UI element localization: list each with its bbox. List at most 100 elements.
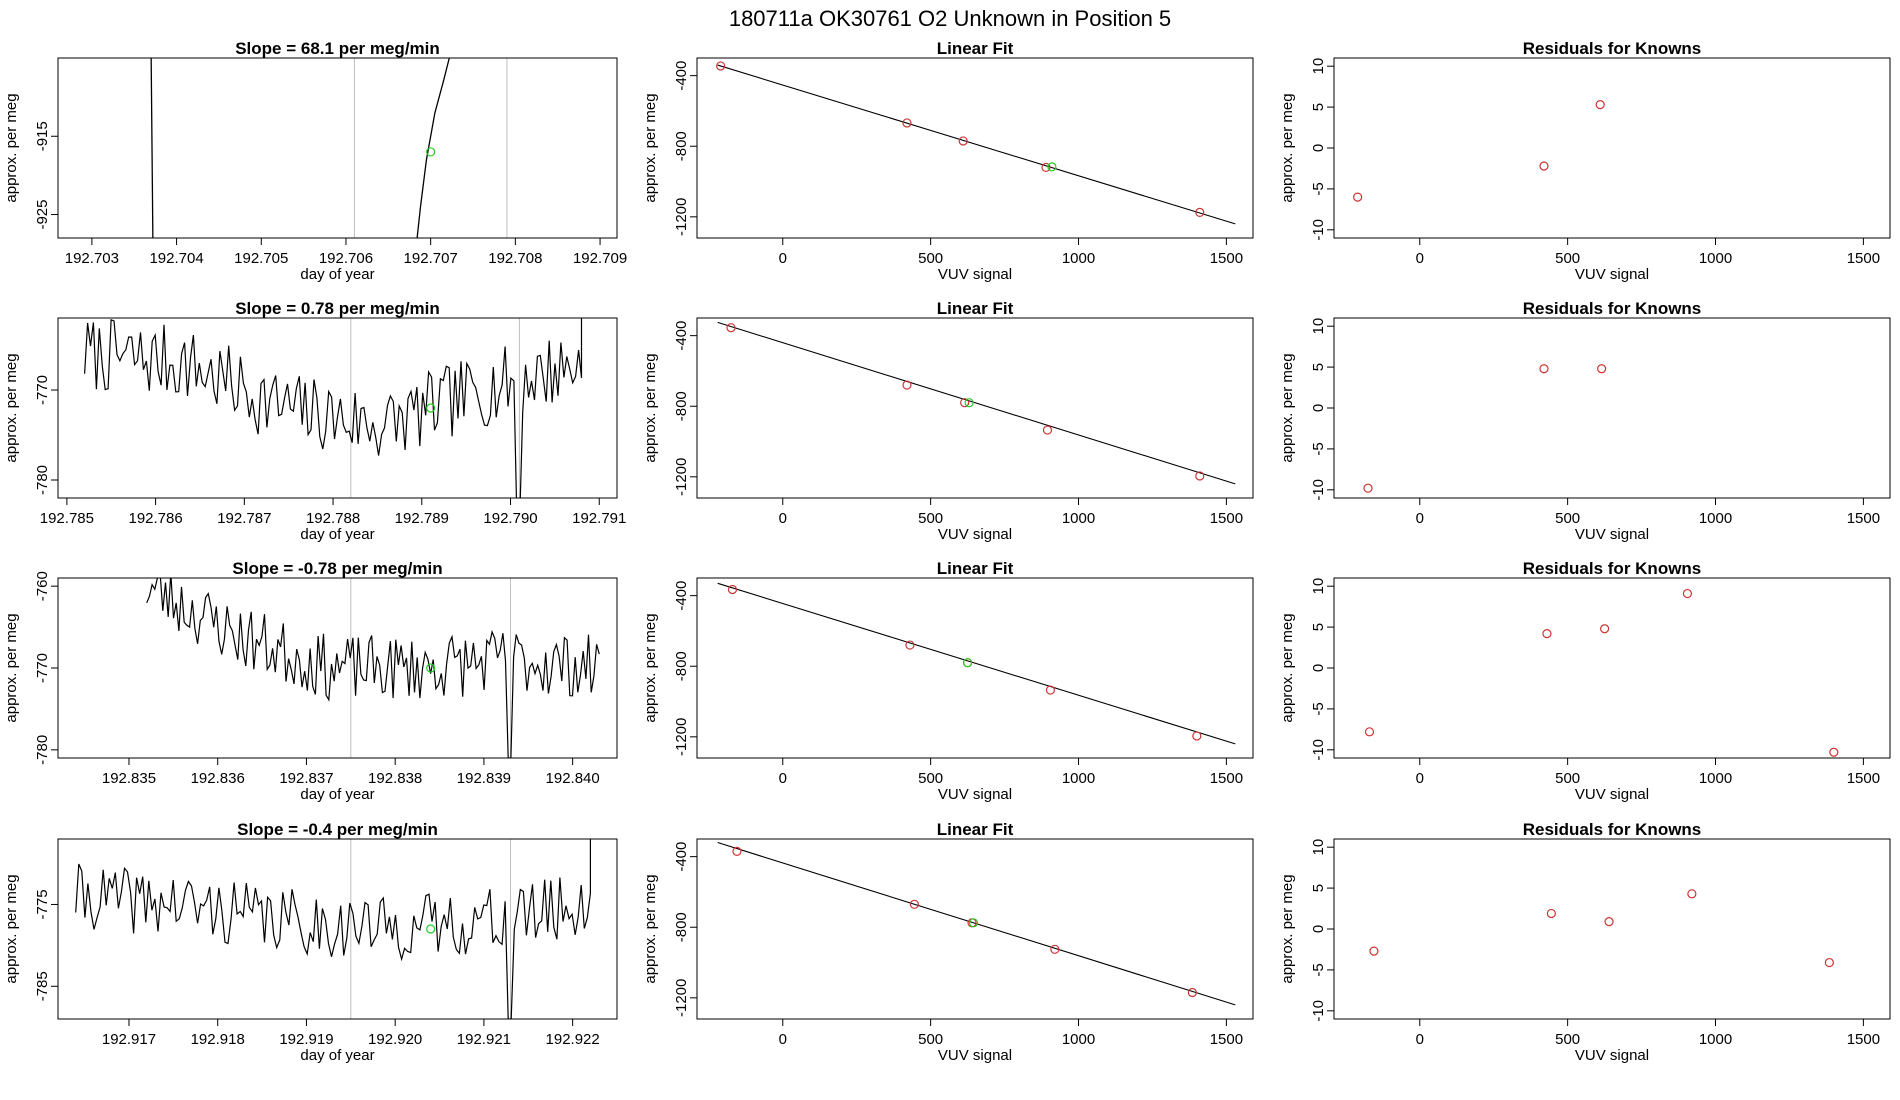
fit-line — [717, 64, 1236, 225]
x-tick-label: 1500 — [1210, 250, 1243, 267]
y-tick-label: -915 — [34, 121, 51, 151]
x-tick-label: 0 — [779, 510, 787, 527]
plot-area — [717, 582, 1236, 745]
residual-point — [1542, 629, 1552, 639]
residual-point — [1824, 957, 1834, 968]
panel-title: Slope = 68.1 per meg/min — [235, 39, 440, 58]
x-tick-label: 0 — [1416, 770, 1424, 787]
y-tick-label: -5 — [1310, 442, 1327, 455]
x-axis-label: day of year — [300, 526, 374, 543]
x-tick-label: 192.922 — [546, 1031, 600, 1048]
plot-area — [75, 839, 592, 1019]
y-tick-label: 0 — [1310, 404, 1327, 412]
y-tick-label: -770 — [34, 653, 51, 683]
residuals-panel-row-3: Residuals for Knowns 0 500 1000 1500 VUV sign… — [1279, 559, 1891, 803]
x-tick-label: 192.837 — [279, 770, 333, 787]
residual-point — [1546, 908, 1556, 919]
plot-area — [1363, 364, 1607, 493]
plot-frame — [57, 317, 618, 499]
x-tick-label: 1500 — [1210, 770, 1243, 787]
unknown-point — [968, 918, 979, 928]
panel-title: Linear Fit — [937, 820, 1014, 839]
plot-area — [146, 578, 600, 758]
x-axis-label: day of year — [300, 266, 374, 283]
x-tick-label: 1000 — [1699, 770, 1732, 787]
x-tick-label: 1000 — [1062, 770, 1095, 787]
plot-area — [1353, 100, 1605, 202]
x-tick-label: 0 — [1416, 1031, 1424, 1048]
unknown-point — [426, 924, 436, 934]
known-point — [960, 398, 970, 408]
residual-point — [1363, 483, 1373, 493]
y-axis-label: approx. per meg — [3, 93, 20, 202]
fit-line — [717, 582, 1236, 745]
y-axis-label: approx. per meg — [1279, 93, 1296, 202]
panel-title: Linear Fit — [937, 559, 1014, 578]
residual-point — [1829, 747, 1839, 757]
known-point — [726, 323, 736, 333]
y-axis-label: approx. per meg — [3, 613, 20, 722]
panel-title: Residuals for Knowns — [1523, 39, 1702, 58]
x-axis-label: VUV signal — [938, 786, 1012, 803]
x-tick-label: 192.921 — [457, 1031, 511, 1048]
y-tick-label: -5 — [1310, 182, 1327, 195]
y-tick-label: -10 — [1310, 219, 1327, 241]
x-tick-label: 1500 — [1210, 510, 1243, 527]
y-tick-label: 5 — [1310, 103, 1327, 111]
y-tick-label: -925 — [34, 200, 51, 230]
plot-area — [84, 318, 583, 498]
x-axis-label: VUV signal — [1575, 266, 1649, 283]
known-point — [1187, 987, 1197, 998]
residual-point — [1364, 727, 1375, 737]
known-point — [1195, 207, 1205, 218]
x-tick-label: 1000 — [1062, 1031, 1095, 1048]
y-tick-label: -5 — [1310, 963, 1327, 976]
plot-area — [1364, 588, 1839, 757]
known-point — [1045, 685, 1056, 695]
y-axis-label: approx. per meg — [642, 353, 659, 462]
residual-point — [1600, 624, 1610, 634]
y-tick-label: -775 — [34, 889, 51, 919]
x-tick-label: 1500 — [1847, 770, 1880, 787]
known-point — [732, 846, 742, 856]
x-tick-label: 500 — [1555, 1031, 1580, 1048]
y-tick-label: -760 — [34, 571, 51, 601]
panel-title: Residuals for Knowns — [1523, 299, 1702, 318]
x-tick-label: 0 — [779, 770, 787, 787]
x-tick-label: 192.835 — [102, 770, 156, 787]
unknown-point — [426, 663, 436, 673]
unknown-point — [1047, 162, 1057, 172]
x-tick-label: 500 — [1555, 250, 1580, 267]
y-tick-label: -785 — [34, 971, 51, 1001]
series-line — [84, 318, 583, 498]
y-tick-label: -1200 — [673, 718, 690, 756]
timeseries-panel-row-2: Slope = 0.78 per meg/min 192.785 192.786 19… — [3, 299, 626, 543]
y-tick-label: -800 — [673, 912, 690, 942]
known-point — [909, 899, 919, 909]
x-tick-label: 192.705 — [234, 250, 288, 267]
known-point — [1192, 731, 1202, 741]
x-tick-label: 1000 — [1699, 250, 1732, 267]
x-tick-label: 0 — [779, 1031, 787, 1048]
x-tick-label: 192.836 — [191, 770, 245, 787]
residuals-panel-row-4: Residuals for Knowns 0 500 1000 1500 VUV sign… — [1279, 820, 1891, 1064]
x-tick-label: 500 — [918, 1031, 943, 1048]
x-tick-label: 1500 — [1847, 510, 1880, 527]
unknown-point — [963, 658, 973, 668]
residual-point — [1595, 100, 1605, 110]
x-axis-label: VUV signal — [1575, 786, 1649, 803]
y-axis-label: approx. per meg — [1279, 613, 1296, 722]
known-point — [902, 380, 912, 390]
known-point — [905, 640, 915, 650]
panel-title: Linear Fit — [937, 299, 1014, 318]
y-tick-label: 10 — [1310, 58, 1327, 75]
x-tick-label: 0 — [1416, 250, 1424, 267]
y-tick-label: -400 — [673, 321, 690, 351]
y-tick-label: -10 — [1310, 1000, 1327, 1022]
plot-frame — [696, 317, 1254, 499]
x-tick-label: 500 — [918, 770, 943, 787]
x-tick-label: 192.707 — [404, 250, 458, 267]
x-tick-label: 192.704 — [149, 250, 203, 267]
linear_fit-panel-row-1: Linear Fit 0 500 1000 1500 VUV signal -400 -800… — [642, 39, 1254, 283]
